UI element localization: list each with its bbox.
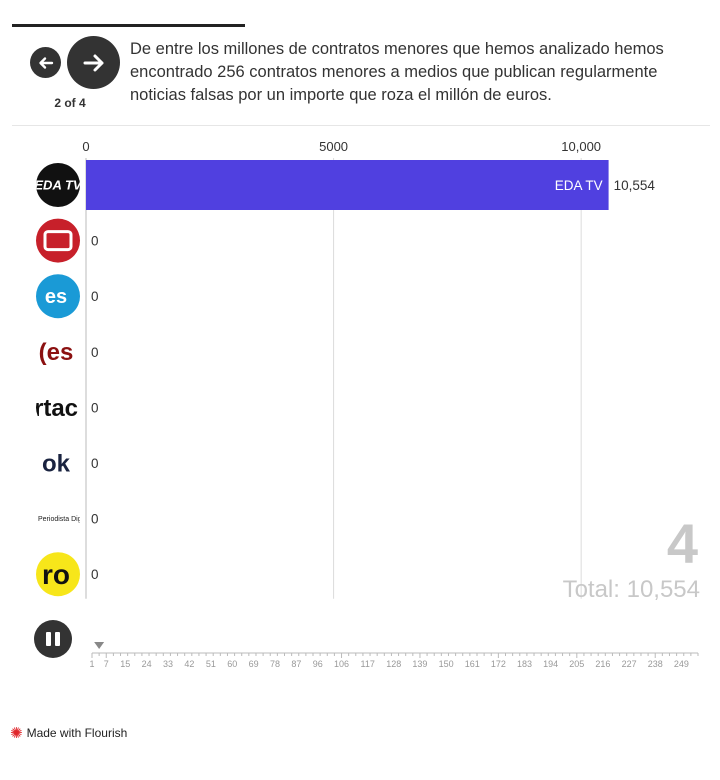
media-logo-icon bbox=[36, 385, 80, 430]
arrow-right-icon bbox=[83, 54, 103, 71]
bar-value-label: 0 bbox=[91, 234, 99, 249]
timeline-tick-label: 24 bbox=[142, 659, 152, 669]
media-logo-icon bbox=[36, 329, 80, 374]
media-logo-icon bbox=[36, 163, 80, 207]
timeline-tick-label: 96 bbox=[313, 659, 323, 669]
flourish-label: Made with Flourish bbox=[26, 726, 128, 740]
bar bbox=[86, 160, 609, 210]
timeline-slider[interactable]: 1 7 15 24 33 42 51 60 69 78 87 96 106 117 128 139 150 161… bbox=[0, 636, 720, 676]
bar-value-label: 0 bbox=[91, 567, 99, 582]
flourish-logo-icon: ✺ bbox=[10, 725, 23, 742]
timeline-tick-label: 194 bbox=[543, 659, 558, 669]
media-logo-text: (es bbox=[39, 339, 74, 366]
tv-logo-icon bbox=[43, 230, 73, 252]
arrow-left-icon bbox=[38, 56, 53, 69]
timeline-tick-label: 139 bbox=[412, 659, 427, 669]
media-logo-icon bbox=[36, 496, 80, 541]
timeline-tick-label: 78 bbox=[270, 659, 280, 669]
header-rule bbox=[12, 24, 245, 27]
media-logo-icon bbox=[36, 218, 80, 263]
media-logo-text: es bbox=[45, 286, 67, 308]
timeline-tick-label: 216 bbox=[595, 659, 610, 669]
bar-value-label: 0 bbox=[91, 512, 99, 527]
timeline-tick-label: 227 bbox=[622, 659, 637, 669]
timeline-tick-label: 161 bbox=[465, 659, 480, 669]
timeline-tick-label: 42 bbox=[184, 659, 194, 669]
media-logo-icon bbox=[36, 274, 80, 319]
media-logo-text: ro bbox=[42, 559, 70, 590]
bar-value-label: 0 bbox=[91, 345, 99, 360]
made-with-flourish-link[interactable]: ✺ Made with Flourish bbox=[10, 724, 127, 742]
timeline-tick-label: 60 bbox=[227, 659, 237, 669]
bar-category-label: EDA TV bbox=[555, 178, 603, 193]
next-slide-button[interactable] bbox=[67, 36, 120, 89]
timeline-tick-label: 33 bbox=[163, 659, 173, 669]
timeline-tick-label: 1 bbox=[89, 659, 94, 669]
pause-icon bbox=[46, 632, 51, 646]
timeline-tick-label: 128 bbox=[386, 659, 401, 669]
timeline-tick-label: 106 bbox=[334, 659, 349, 669]
timeline-position-marker bbox=[94, 642, 105, 649]
timeline-counter: 4 bbox=[666, 512, 698, 575]
timeline-tick-label: 15 bbox=[120, 659, 130, 669]
timeline-tick-label: 183 bbox=[517, 659, 532, 669]
media-logo-text: rtac bbox=[34, 395, 78, 422]
slide-caption: De entre los millones de contratos menor… bbox=[130, 40, 664, 104]
pause-button[interactable] bbox=[34, 620, 72, 658]
timeline-tick-label: 51 bbox=[206, 659, 216, 669]
x-tick-label: 0 bbox=[82, 139, 89, 154]
header-divider bbox=[12, 125, 710, 126]
bar-value-label: 0 bbox=[91, 289, 99, 304]
media-logo-icon bbox=[36, 552, 80, 597]
timeline-tick-label: 117 bbox=[360, 659, 374, 669]
media-logo-text: Periodista Digital bbox=[38, 516, 91, 523]
media-logo-icon bbox=[36, 441, 80, 485]
timeline-tick-label: 249 bbox=[674, 659, 689, 669]
previous-slide-button[interactable] bbox=[30, 47, 61, 78]
timeline-tick-label: 69 bbox=[249, 659, 259, 669]
step-indicator: 2 of 4 bbox=[54, 96, 86, 110]
media-logo-text: EDA TV bbox=[34, 178, 83, 193]
media-logo-text: ok bbox=[42, 450, 71, 477]
timeline-tick-label: 150 bbox=[439, 659, 454, 669]
timeline-tick-label: 238 bbox=[648, 659, 663, 669]
timeline-tick-label: 7 bbox=[104, 659, 109, 669]
bar-value-label: 0 bbox=[91, 456, 99, 471]
x-tick-label: 10,000 bbox=[561, 139, 601, 154]
timeline-tick-label: 172 bbox=[491, 659, 506, 669]
timeline-tick-label: 87 bbox=[291, 659, 301, 669]
x-tick-label: 5000 bbox=[319, 139, 348, 154]
timeline-tick-label: 205 bbox=[569, 659, 584, 669]
bar-value-label: 10,554 bbox=[614, 178, 656, 193]
total-label: Total: 10,554 bbox=[562, 576, 700, 603]
bar-value-label: 0 bbox=[91, 400, 99, 415]
bar-chart: 0 5000 10,000 EDA TV EDA TV 10,554 0 es 0 (es 0 rta… bbox=[34, 139, 656, 599]
